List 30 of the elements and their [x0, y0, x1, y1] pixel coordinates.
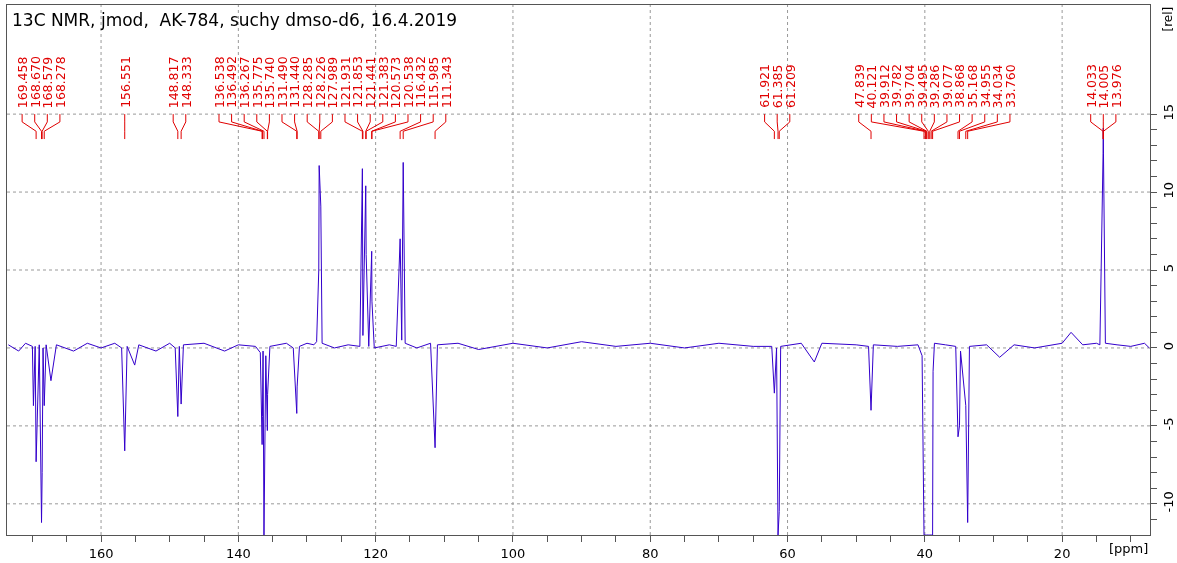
annotation: 121.853	[350, 56, 366, 108]
y-tick-label: 5	[1160, 263, 1176, 273]
annotation: 169.458	[14, 56, 30, 109]
annotation: 14.033	[1083, 64, 1099, 108]
annotation: 131.440	[287, 55, 303, 108]
annotation: 116.432	[413, 56, 429, 108]
x-tick-label: 40	[916, 545, 934, 561]
x-tick-label: 120	[363, 545, 389, 561]
y-tick-label: -5	[1160, 417, 1176, 431]
y-tick-label: 15	[1160, 103, 1176, 121]
annotation: 136.492	[224, 56, 240, 108]
annotation: 39.782	[889, 63, 905, 108]
y-tick-label: -10	[1160, 491, 1176, 513]
x-tick-label: 20	[1053, 545, 1071, 561]
annotation: 61.921	[757, 63, 773, 108]
annotation: 168.670	[27, 56, 43, 108]
x-tick-label: 100	[500, 545, 526, 561]
x-tick-label: 140	[225, 545, 251, 561]
chart-title: 13C NMR, jmod, AK-784, suchy dmso-d6, 16.4.2019	[12, 10, 458, 30]
y-tick-label: 0	[1160, 341, 1176, 351]
x-tick-label: 160	[88, 545, 114, 561]
y-axis-title: [rel]	[1160, 6, 1175, 32]
x-tick-label: 80	[641, 545, 659, 561]
annotation: 156.551	[117, 56, 133, 108]
annotation: 136.538	[211, 56, 227, 109]
y-tick-label: 10	[1160, 181, 1176, 199]
x-axis-title: [ppm]	[1109, 541, 1149, 556]
x-tick-label: 60	[779, 545, 796, 561]
annotation: 38.868	[952, 63, 968, 108]
annotation: 47.839	[851, 64, 867, 108]
